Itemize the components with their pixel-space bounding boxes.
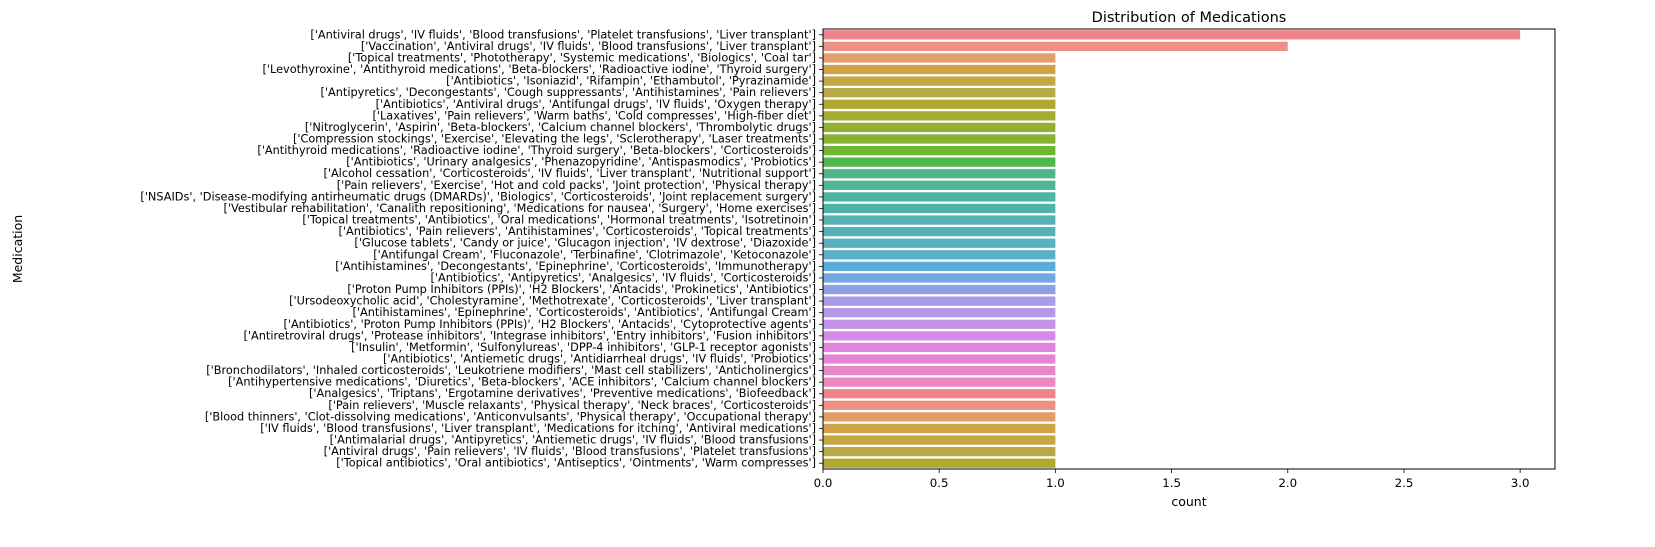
y-tick-label: ['Topical treatments', 'Phototherapy', '… (348, 51, 816, 64)
bar (823, 30, 1521, 40)
y-tick-label: ['Antiretroviral drugs', 'Protease inhib… (244, 329, 816, 342)
y-tick-label: ['Antimalarial drugs', 'Antipyretics', '… (330, 434, 816, 447)
bar (823, 273, 1056, 283)
y-tick-label: ['Glucose tablets', 'Candy or juice', 'G… (354, 237, 816, 250)
x-tick-label: 2.0 (1278, 476, 1297, 490)
y-tick-label: ['Insulin', 'Metformin', 'Sulfonylureas'… (351, 341, 816, 354)
y-tick-label: ['Topical antibiotics', 'Oral antibiotic… (336, 457, 816, 470)
bar (823, 169, 1056, 179)
bars-layer (823, 30, 1521, 468)
bar (823, 192, 1056, 202)
bar (823, 400, 1056, 410)
y-tick-label: ['Antifungal Cream', 'Fluconazole', 'Ter… (373, 248, 816, 261)
bar (823, 435, 1056, 445)
bar (823, 342, 1056, 353)
chart-title: Distribution of Medications (1092, 10, 1287, 26)
y-tick-label: ['Antihypertensive medications', 'Diuret… (228, 376, 816, 389)
y-tick-label: ['Vestibular rehabilitation', 'Canalith … (224, 202, 816, 215)
y-tick-label: ['Antibiotics', 'Antiemetic drugs', 'Ant… (383, 353, 816, 366)
y-tick-label: ['Pain relievers', 'Exercise', 'Hot and … (337, 179, 816, 192)
bar (823, 365, 1056, 376)
y-tick-label: ['Antihistamines', 'Decongestants', 'Epi… (335, 260, 816, 273)
bar (823, 423, 1056, 434)
bar (823, 134, 1056, 144)
y-tick-label: ['Antibiotics', 'Urinary analgesics', 'P… (346, 156, 816, 169)
y-tick-label: ['Laxatives', 'Pain relievers', 'Warm ba… (372, 109, 816, 122)
bar (823, 377, 1056, 387)
bar (823, 145, 1056, 156)
bar (823, 354, 1056, 364)
bar (823, 180, 1056, 190)
plot-frame (822, 28, 1556, 470)
bar (823, 64, 1056, 75)
bar (823, 250, 1056, 260)
bar (823, 215, 1056, 225)
bar (823, 157, 1056, 167)
y-tick-label: ['Alcohol cessation', 'Corticosteroids',… (323, 167, 816, 180)
x-axis-label: count (1171, 494, 1206, 509)
y-tick-label: ['Antibiotics', 'Pain relievers', 'Antih… (339, 225, 816, 238)
bar (823, 284, 1056, 295)
bar (823, 203, 1056, 214)
bar (823, 412, 1056, 422)
y-tick-label: ['Analgesics', 'Triptans', 'Ergotamine d… (309, 387, 816, 400)
bar (823, 447, 1056, 457)
y-tick-label: ['Topical treatments', 'Antibiotics', 'O… (302, 214, 816, 227)
bar (823, 238, 1056, 248)
y-tick-label: ['Pain relievers', 'Muscle relaxants', '… (328, 399, 816, 412)
y-tick-label: ['Antiviral drugs', 'Pain relievers', 'I… (324, 445, 816, 458)
y-tick-label: ['Proton Pump Inhibitors (PPIs)', 'H2 Bl… (347, 283, 816, 296)
bar (823, 111, 1056, 121)
bar (823, 76, 1056, 86)
x-tick-label: 3.0 (1511, 476, 1530, 490)
y-tick-label: ['Blood thinners', 'Clot-dissolving medi… (205, 410, 816, 423)
bar (823, 458, 1056, 468)
y-tick-labels: ['Antiviral drugs', 'IV fluids', 'Blood … (140, 28, 823, 470)
y-tick-label: ['Antiviral drugs', 'IV fluids', 'Blood … (310, 28, 816, 41)
bar (823, 227, 1056, 237)
bar (823, 389, 1056, 399)
bar (823, 122, 1056, 133)
bar (823, 99, 1056, 109)
y-tick-label: ['Antibiotics', 'Proton Pump Inhibitors … (283, 318, 816, 331)
y-tick-label: ['Vaccination', 'Antiviral drugs', 'IV f… (361, 40, 816, 53)
x-tick-label: 1.0 (1046, 476, 1065, 490)
y-tick-label: ['Antibiotics', 'Antipyretics', 'Analges… (431, 271, 816, 284)
y-tick-label: ['Antihistamines', 'Epinephrine', 'Corti… (353, 306, 817, 319)
x-tick-label: 0.0 (814, 476, 833, 490)
x-tick-label: 1.5 (1162, 476, 1181, 490)
bar (823, 308, 1056, 318)
y-tick-label: ['Compression stockings', 'Exercise', 'E… (293, 133, 816, 146)
y-tick-label: ['Nitroglycerin', 'Aspirin', 'Beta-block… (305, 121, 816, 134)
y-tick-label: ['Bronchodilators', 'Inhaled corticoster… (206, 364, 816, 377)
y-tick-label: ['Antipyretics', 'Decongestants', 'Cough… (321, 86, 816, 99)
x-tick-label: 2.5 (1395, 476, 1414, 490)
bar (823, 88, 1056, 98)
y-tick-label: ['IV fluids', 'Blood transfusions', 'Liv… (260, 422, 816, 435)
y-axis-label: Medication (10, 215, 25, 283)
bar (823, 319, 1056, 329)
y-tick-label: ['Antithyroid medications', 'Radioactive… (257, 144, 816, 157)
bar (823, 296, 1056, 306)
bar (823, 41, 1288, 51)
y-tick-label: ['NSAIDs', 'Disease-modifying antirheuma… (140, 190, 816, 203)
x-tick-label: 0.5 (930, 476, 949, 490)
y-tick-label: ['Ursodeoxycholic acid', 'Cholestyramine… (289, 295, 816, 308)
bar (823, 261, 1056, 271)
y-tick-label: ['Antibiotics', 'Antiviral drugs', 'Anti… (376, 98, 816, 111)
bar (823, 53, 1056, 63)
bar (823, 331, 1056, 341)
y-tick-label: ['Levothyroxine', 'Antithyroid medicatio… (263, 63, 817, 76)
x-tick-labels: 0.0 0.5 1.0 1.5 2.0 2.5 3.0 (814, 469, 1530, 490)
y-tick-label: ['Antibiotics', 'Isoniazid', 'Rifampin',… (446, 75, 816, 88)
